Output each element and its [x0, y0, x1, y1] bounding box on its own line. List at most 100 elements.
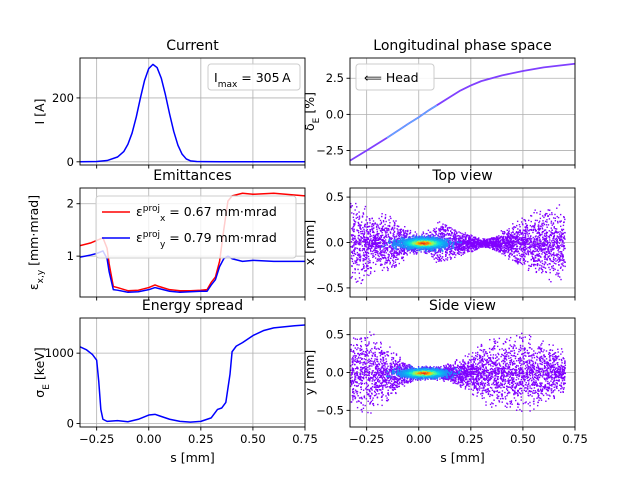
particle-point: [369, 235, 372, 238]
phase-point: [409, 121, 411, 124]
particle-point: [379, 237, 382, 239]
particle-point: [376, 245, 379, 248]
particle-point: [354, 221, 357, 223]
particle-point: [514, 248, 516, 250]
particle-point: [512, 243, 515, 245]
particle-point: [536, 238, 539, 241]
particle-point: [562, 254, 564, 256]
particle-point: [562, 224, 565, 227]
particle-point: [546, 231, 549, 234]
particle-point: [368, 225, 371, 228]
core-point: [423, 237, 426, 240]
particle-point: [362, 248, 364, 250]
particle-point: [563, 237, 566, 239]
core-point: [394, 243, 396, 246]
particle-point: [423, 235, 426, 237]
particle-point: [364, 241, 366, 243]
particle-point: [367, 238, 370, 240]
particle-point: [381, 255, 383, 257]
particle-point: [530, 214, 532, 217]
particle-point: [462, 245, 465, 248]
particle-point: [379, 248, 382, 250]
particle-point: [375, 249, 377, 252]
particle-point: [557, 248, 560, 250]
particle-point: [533, 264, 535, 267]
particle-point: [507, 239, 509, 241]
particle-point: [522, 239, 525, 242]
particle-point: [402, 229, 405, 231]
particle-point: [502, 242, 504, 244]
particle-point: [499, 249, 502, 251]
particle-point: [470, 234, 472, 236]
particle-point: [476, 247, 478, 250]
particle-point: [358, 249, 361, 252]
core-point: [399, 244, 402, 246]
particle-point: [393, 221, 396, 224]
particle-point: [399, 232, 402, 235]
particle-point: [559, 260, 561, 262]
particle-point: [489, 242, 491, 244]
particle-point: [453, 237, 455, 239]
particle-point: [526, 237, 529, 240]
particle-point: [436, 238, 439, 241]
particle-point: [453, 246, 456, 248]
particle-point: [460, 248, 463, 250]
particle-point: [363, 243, 366, 246]
particle-point: [535, 243, 537, 246]
particle-point: [397, 229, 399, 231]
particle-point: [559, 238, 561, 241]
particle-point: [356, 263, 358, 266]
particle-point: [517, 231, 520, 233]
particle-point: [539, 234, 541, 237]
particle-point: [522, 247, 524, 250]
particle-point: [441, 225, 443, 228]
particle-point: [558, 256, 561, 259]
particle-point: [459, 245, 462, 247]
particle-point: [393, 251, 396, 253]
particle-point: [440, 226, 442, 228]
particle-point: [367, 260, 369, 263]
particle-point: [363, 267, 365, 269]
particle-point: [458, 241, 461, 243]
particle-point: [379, 252, 381, 254]
particle-point: [395, 235, 398, 237]
particle-point: [527, 261, 529, 263]
particle-point: [446, 257, 449, 259]
particle-point: [382, 251, 384, 253]
particle-point: [536, 212, 538, 214]
particle-point: [427, 229, 430, 232]
particle-point: [399, 238, 401, 240]
phase-point: [386, 136, 389, 139]
particle-point: [506, 235, 509, 238]
particle-point: [489, 239, 491, 242]
particle-point: [507, 234, 509, 236]
particle-point: [351, 245, 354, 247]
core-point: [443, 242, 445, 245]
particle-point: [556, 247, 558, 249]
particle-point: [540, 243, 542, 245]
particle-point: [392, 254, 395, 256]
phase-point: [427, 109, 430, 112]
particle-point: [398, 235, 401, 238]
particle-point: [373, 270, 376, 273]
particle-point: [448, 253, 451, 256]
particle-point: [530, 245, 533, 248]
particle-point: [389, 251, 391, 253]
particle-point: [440, 250, 442, 252]
particle-point: [486, 245, 489, 248]
particle-point: [457, 244, 459, 246]
particle-point: [489, 247, 491, 249]
core-point: [431, 248, 433, 250]
particle-point: [501, 238, 504, 240]
particle-point: [389, 221, 391, 224]
core-point: [449, 240, 451, 243]
particle-point: [373, 236, 376, 239]
particle-point: [426, 252, 428, 255]
particle-point: [454, 233, 457, 236]
particle-point: [544, 258, 546, 260]
core-point: [452, 243, 455, 246]
particle-point: [501, 243, 503, 245]
particle-point: [536, 245, 539, 248]
particle-point: [516, 237, 518, 239]
particle-point: [563, 258, 565, 261]
